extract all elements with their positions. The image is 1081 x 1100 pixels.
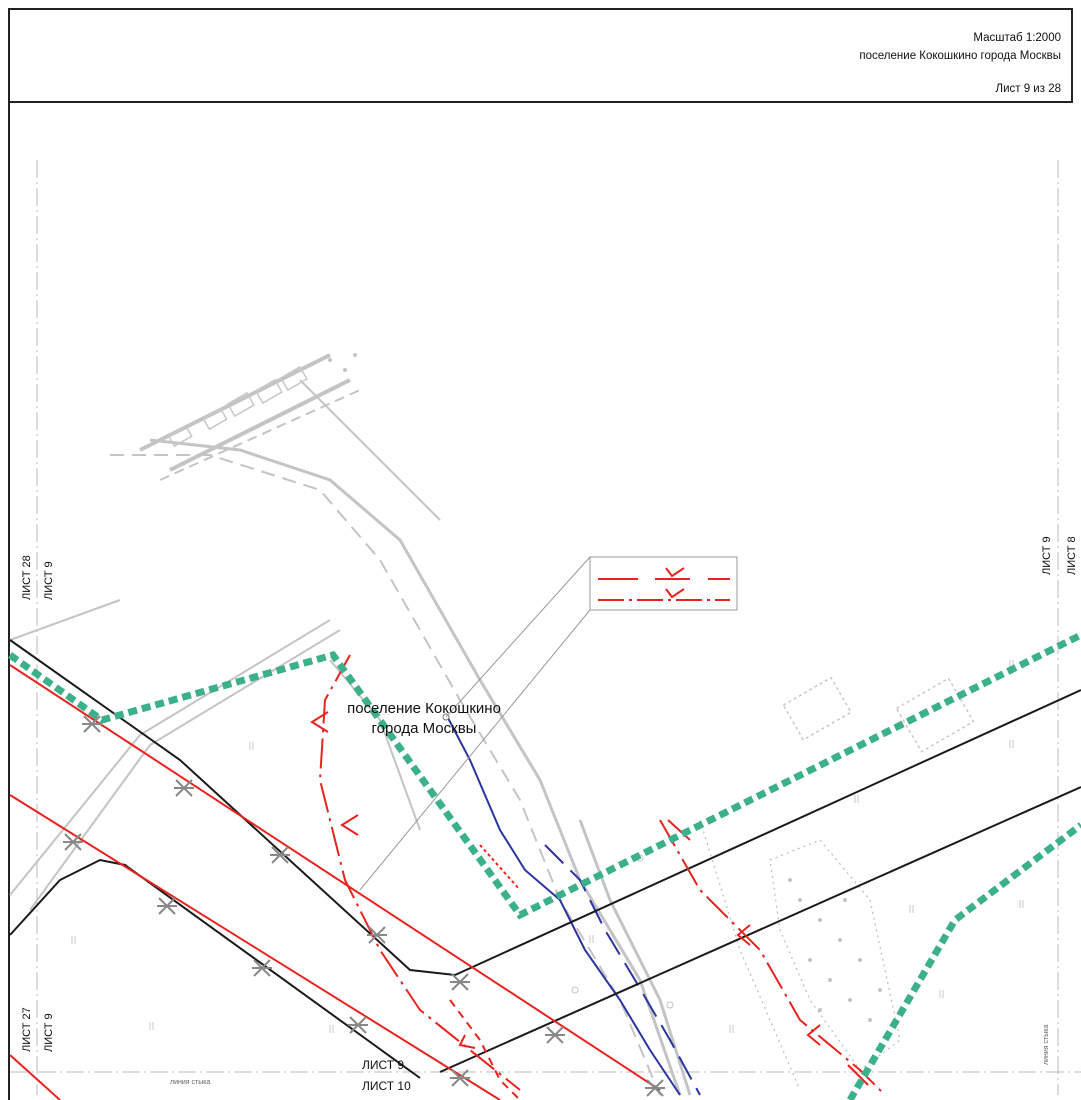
settlement-boundary — [7, 631, 1081, 1100]
settlement-label-line2: города Москвы — [372, 720, 477, 737]
junction-line-label-right: линия стыка — [1043, 1025, 1050, 1065]
grey-buildings — [167, 365, 975, 753]
sheet-ref-left-bottom-a: ЛИСТ 27 — [21, 1007, 33, 1052]
settlement-title: поселение Кокошкино города Москвы — [859, 50, 1061, 62]
settlement-label-line1: поселение Кокошкино — [347, 700, 501, 717]
sheet-number: Лист 9 из 28 — [995, 83, 1061, 95]
red-chevron-markers — [310, 711, 869, 1086]
sheet-ref-left-top-a: ЛИСТ 28 — [21, 555, 33, 600]
grey-road-features — [9, 353, 692, 1096]
sheet-ref-left-bottom-b: ЛИСТ 9 — [43, 1013, 55, 1052]
cross-markers — [63, 715, 665, 1097]
legend-red-dashdot-sample — [598, 588, 730, 601]
sheet-ref-left-top-b: ЛИСТ 9 — [43, 561, 55, 600]
sheet-ref-bottom-a: ЛИСТ 9 — [362, 1058, 404, 1072]
callout-leader-bottom — [359, 609, 591, 891]
line-legend-callout — [589, 556, 738, 611]
legend-red-dashed-sample — [598, 567, 730, 580]
black-road-lines — [9, 639, 1081, 1079]
callout-leader-top — [445, 556, 591, 718]
sheet-ref-right-b: ЛИСТ 8 — [1066, 536, 1078, 575]
junction-line-label-bottom: линия стыка — [170, 1079, 210, 1086]
dotted-area — [699, 819, 901, 1091]
sheet-ref-right-a: ЛИСТ 9 — [1041, 536, 1053, 575]
sheet-ref-bottom-b: ЛИСТ 10 — [362, 1079, 411, 1093]
scale-label: Масштаб 1:2000 — [973, 32, 1061, 44]
title-block: Масштаб 1:2000 поселение Кокошкино город… — [8, 8, 1073, 103]
scattered-dots — [328, 353, 882, 1022]
blue-utility-lines — [447, 717, 701, 1096]
map-frame — [8, 101, 1081, 1100]
grass-ticks — [71, 660, 1024, 1033]
